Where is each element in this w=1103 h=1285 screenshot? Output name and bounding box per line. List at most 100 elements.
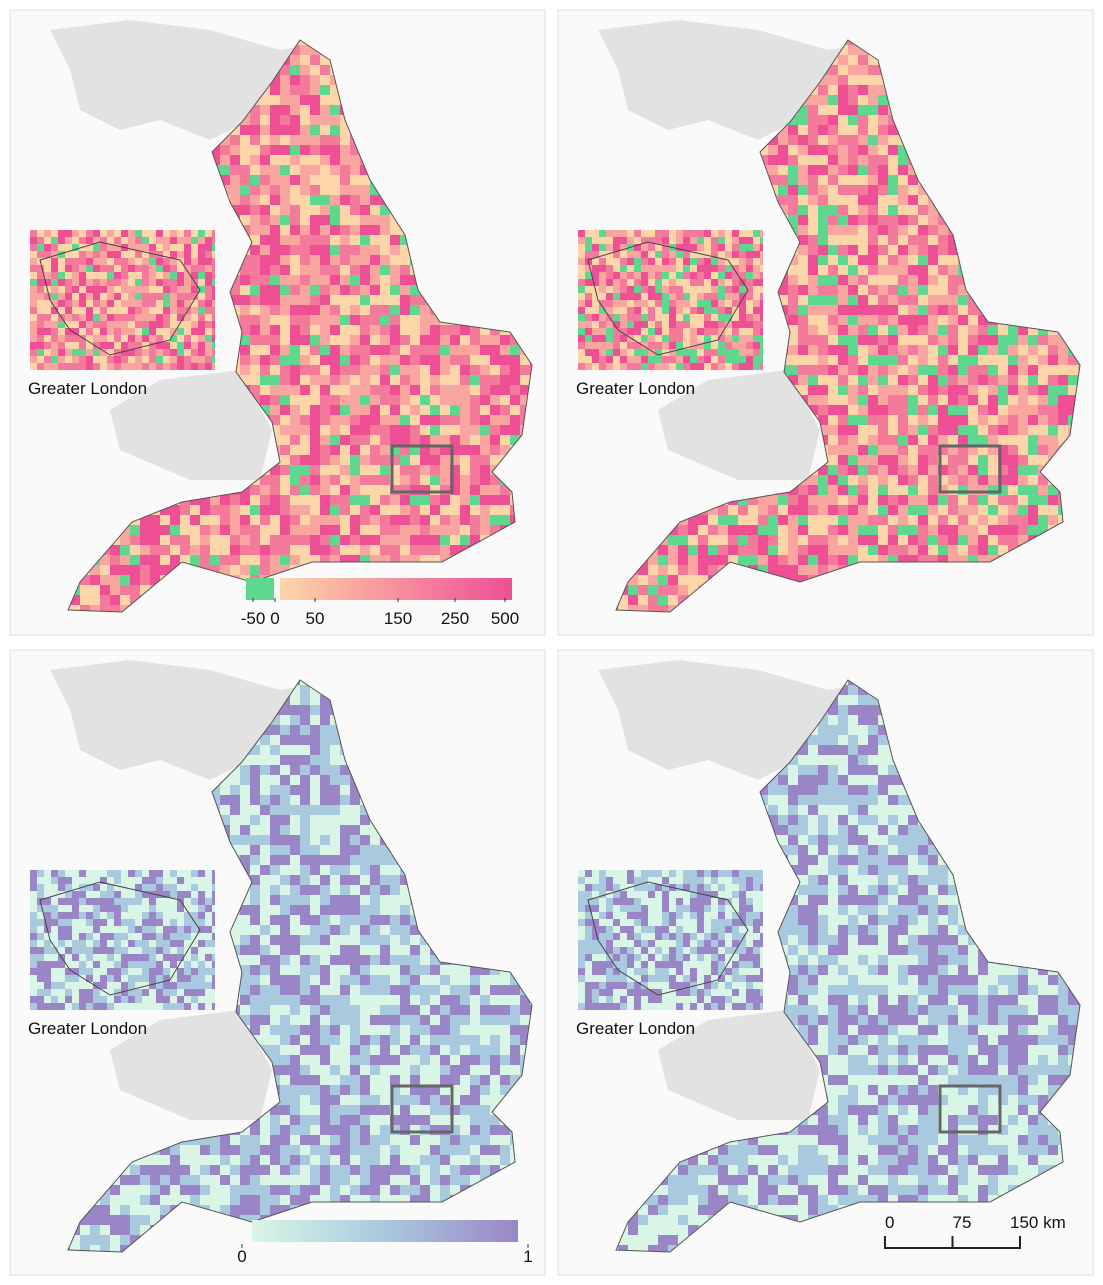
region (310, 275, 321, 286)
region (848, 245, 859, 256)
region (260, 355, 271, 366)
region (260, 335, 271, 346)
region (250, 175, 261, 186)
region (270, 275, 281, 286)
region (290, 75, 301, 86)
region (300, 485, 311, 496)
region (638, 605, 649, 612)
region (310, 205, 321, 216)
inset-region (149, 356, 157, 364)
region (140, 565, 151, 576)
region (280, 245, 291, 256)
region (270, 75, 281, 86)
region (410, 365, 421, 376)
region (350, 445, 361, 456)
region (190, 555, 201, 566)
region (320, 265, 331, 276)
region (698, 565, 709, 576)
region (818, 355, 829, 366)
region (320, 205, 331, 216)
region (460, 385, 471, 396)
inset-region (198, 321, 206, 329)
region (350, 355, 361, 366)
region (788, 375, 799, 386)
region (858, 455, 869, 466)
region (260, 365, 271, 376)
inset-region (114, 230, 122, 238)
region (470, 345, 481, 356)
region (798, 145, 809, 156)
region (410, 305, 421, 316)
region (280, 265, 291, 276)
region (140, 585, 151, 596)
inset-region (58, 244, 66, 252)
region (350, 275, 361, 286)
region (848, 215, 859, 226)
region (868, 135, 879, 146)
region (310, 335, 321, 346)
region (330, 215, 341, 226)
region (350, 495, 361, 506)
region (450, 335, 461, 346)
region (260, 555, 271, 566)
inset-region (93, 349, 101, 357)
region (410, 285, 421, 296)
inset-region (44, 230, 52, 238)
inset-region (37, 286, 45, 294)
region (290, 355, 301, 366)
region (858, 345, 869, 356)
inset-region (121, 293, 129, 301)
region (180, 555, 191, 566)
region (250, 555, 261, 566)
inset-region (107, 279, 115, 287)
region (420, 335, 431, 346)
region (320, 145, 331, 156)
region (460, 365, 471, 376)
inset-region (65, 279, 73, 287)
region (838, 295, 849, 306)
region (858, 315, 869, 326)
region (320, 65, 331, 76)
region (668, 565, 679, 576)
region (828, 105, 839, 116)
region (360, 465, 371, 476)
inset-region (65, 272, 73, 280)
inset-region (72, 293, 80, 301)
inset-region (93, 251, 101, 259)
region (440, 435, 451, 446)
region (280, 335, 291, 346)
inset-region (156, 328, 164, 336)
region (848, 545, 859, 556)
region (380, 415, 391, 426)
region (500, 405, 511, 416)
inset-region (198, 314, 206, 322)
region (848, 535, 859, 546)
inset-region (142, 265, 150, 273)
inset-region (86, 293, 94, 301)
region (788, 255, 799, 266)
inset-region (149, 321, 157, 329)
inset-region (205, 328, 213, 336)
region (470, 325, 481, 336)
region (310, 95, 321, 106)
inset-region (114, 237, 122, 245)
region (808, 355, 819, 366)
region (450, 425, 461, 436)
region (668, 605, 679, 612)
inset-region (30, 363, 38, 370)
region (858, 545, 869, 556)
inset-region (44, 321, 52, 329)
inset-region (149, 272, 157, 280)
region (480, 445, 491, 456)
region (370, 265, 381, 276)
region (330, 295, 341, 306)
region (500, 375, 511, 386)
region (450, 455, 461, 466)
region (838, 175, 849, 186)
region (310, 195, 321, 206)
region (380, 555, 391, 566)
region (858, 255, 869, 266)
inset-region (100, 349, 108, 357)
inset-region (86, 314, 94, 322)
region (480, 425, 491, 436)
